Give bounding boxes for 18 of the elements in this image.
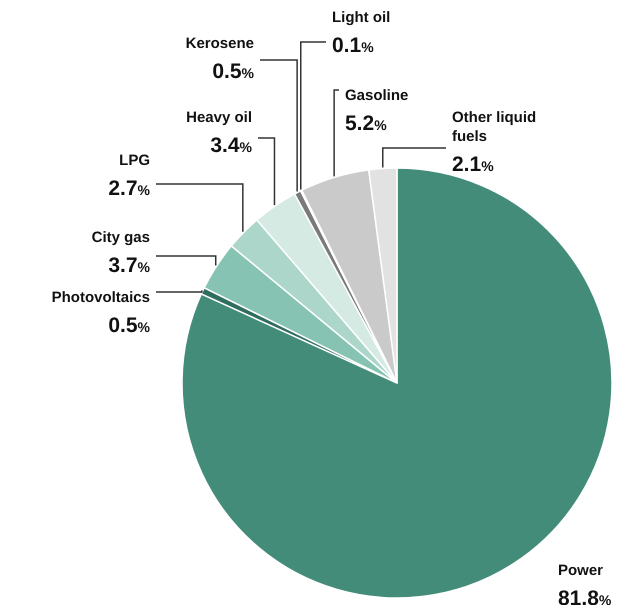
slice-label: LPG xyxy=(119,152,150,169)
data-label: 2.1% xyxy=(452,153,494,176)
data-label: 5.2% xyxy=(345,112,388,135)
slice-label: Photovoltaics xyxy=(52,289,150,306)
slice-label: Light oil xyxy=(332,9,390,26)
slice-label: Kerosene xyxy=(186,35,254,52)
slice-label: Heavy oil xyxy=(186,109,252,126)
slice-label: City gas xyxy=(92,229,150,246)
data-label: 81.8% xyxy=(558,587,612,605)
data-label: 0.5% xyxy=(108,314,151,337)
data-label: 2.7% xyxy=(108,177,151,200)
data-label: 0.1% xyxy=(332,34,374,57)
slice-label: Gasoline xyxy=(345,87,408,104)
slice-label: Other liquid fuels xyxy=(452,109,536,145)
data-label: 0.5% xyxy=(212,60,255,83)
data-label: 3.7% xyxy=(108,254,151,277)
data-label: 3.4% xyxy=(210,134,253,157)
slice-label: Power xyxy=(558,562,604,579)
